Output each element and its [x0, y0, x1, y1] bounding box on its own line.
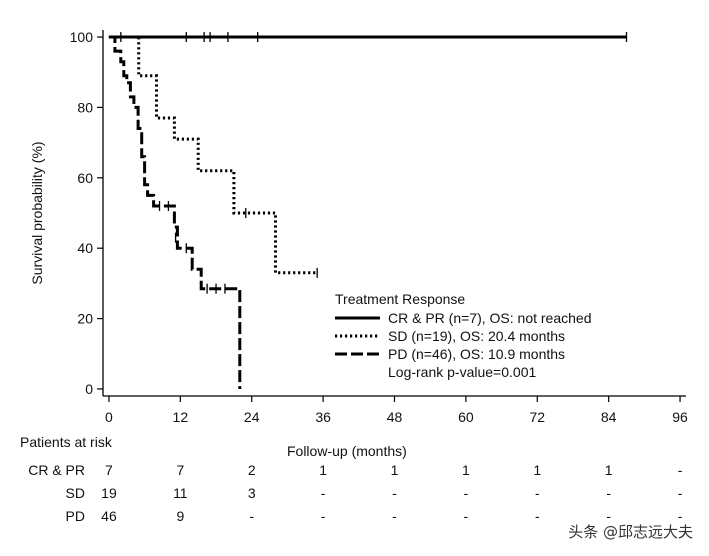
- risk-row-label: CR & PR: [28, 462, 85, 478]
- y-axis-label: Survival probability (%): [29, 141, 45, 284]
- risk-cell: 1: [533, 462, 541, 478]
- legend-note: Log-rank p-value=0.001: [388, 364, 536, 380]
- risk-cell: -: [606, 485, 611, 501]
- risk-cell: 7: [176, 462, 184, 478]
- risk-cell: 9: [176, 508, 184, 524]
- risk-row-label: PD: [66, 508, 85, 524]
- risk-cell: -: [606, 508, 611, 524]
- risk-cell: 2: [248, 462, 256, 478]
- risk-cell: -: [678, 462, 683, 478]
- risk-cell: 19: [101, 485, 117, 501]
- risk-cell: -: [678, 508, 683, 524]
- risk-cell: 11: [173, 485, 188, 501]
- x-tick-label: 60: [458, 409, 474, 425]
- y-tick-label: 60: [77, 170, 93, 186]
- legend-entry-2: PD (n=46), OS: 10.9 months: [388, 346, 565, 362]
- x-tick-label: 72: [529, 409, 545, 425]
- axes: 0 20 40 60 80 100 0 12 24 36 48 60 72 84 96 Survival pr…: [29, 29, 688, 459]
- series-line-2: [108, 35, 242, 389]
- risk-cell: 1: [319, 462, 327, 478]
- risk-cell: -: [535, 508, 540, 524]
- risk-cell: 7: [105, 462, 113, 478]
- risk-cell: 3: [248, 485, 256, 501]
- legend-entry-0: CR & PR (n=7), OS: not reached: [388, 310, 591, 326]
- x-axis-label: Follow-up (months): [287, 443, 407, 459]
- risk-table-title: Patients at risk: [20, 434, 113, 450]
- risk-cell: -: [249, 508, 254, 524]
- x-tick-label: 0: [105, 409, 113, 425]
- risk-cell: 1: [605, 462, 613, 478]
- y-tick-label: 0: [85, 381, 93, 397]
- risk-cell: 1: [391, 462, 399, 478]
- watermark-text: 头条 @邱志远大夫: [568, 523, 693, 541]
- risk-cell: 1: [462, 462, 470, 478]
- series-line-1: [108, 35, 318, 275]
- legend: Treatment Response CR & PR (n=7), OS: not…: [335, 291, 591, 380]
- risk-cell: 46: [101, 508, 117, 524]
- x-tick-label: 12: [173, 409, 189, 425]
- risk-cell: -: [392, 485, 397, 501]
- legend-entry-1: SD (n=19), OS: 20.4 months: [388, 328, 565, 344]
- risk-cell: -: [535, 485, 540, 501]
- y-tick-label: 40: [77, 240, 93, 256]
- x-tick-label: 96: [672, 409, 688, 425]
- risk-row-label: SD: [66, 485, 85, 501]
- risk-cell: -: [321, 485, 326, 501]
- x-tick-label: 48: [387, 409, 403, 425]
- risk-cell: -: [321, 508, 326, 524]
- y-tick-label: 100: [70, 29, 94, 45]
- risk-cell: -: [464, 508, 469, 524]
- survival-curves: [108, 32, 628, 389]
- risk-cell: -: [464, 485, 469, 501]
- risk-cell: -: [678, 485, 683, 501]
- risk-cell: -: [392, 508, 397, 524]
- x-tick-label: 24: [244, 409, 260, 425]
- y-tick-label: 80: [77, 99, 93, 115]
- legend-title: Treatment Response: [335, 291, 465, 307]
- x-tick-label: 36: [315, 409, 331, 425]
- y-tick-label: 20: [77, 311, 93, 327]
- x-tick-label: 84: [601, 409, 617, 425]
